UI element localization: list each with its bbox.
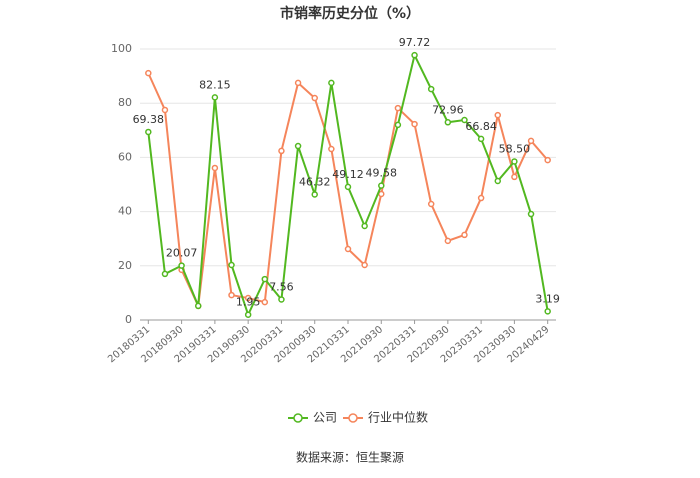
point — [527, 210, 535, 218]
point — [261, 275, 269, 283]
point — [228, 291, 235, 299]
point — [477, 194, 485, 202]
point — [511, 173, 518, 181]
point — [544, 156, 551, 164]
point — [194, 302, 202, 310]
point — [145, 128, 152, 136]
point — [211, 94, 219, 101]
point — [494, 111, 502, 119]
point — [328, 145, 335, 153]
point — [244, 294, 252, 302]
point — [211, 164, 219, 172]
point — [378, 182, 385, 189]
point — [178, 262, 185, 269]
point — [411, 120, 418, 128]
point — [328, 79, 335, 87]
point — [161, 106, 169, 114]
legend-label: 公司 — [313, 411, 337, 425]
point — [527, 137, 535, 145]
data-label: 20.07 — [166, 247, 198, 260]
point — [261, 298, 269, 306]
point — [311, 191, 318, 198]
point — [294, 79, 302, 87]
y-tick-label: 40 — [118, 205, 132, 218]
point — [394, 121, 402, 129]
point — [361, 261, 368, 269]
point — [244, 311, 252, 318]
y-tick-label: 0 — [125, 313, 132, 326]
point — [344, 183, 352, 191]
point — [427, 200, 435, 208]
data-label: 82.15 — [199, 78, 231, 91]
point — [477, 135, 485, 143]
data-label: 46.32 — [299, 175, 331, 188]
y-tick-label: 100 — [111, 42, 132, 55]
point — [444, 119, 452, 126]
data-label: 7.56 — [269, 281, 294, 294]
data-label: 72.96 — [432, 103, 464, 116]
point — [361, 222, 368, 230]
point — [461, 116, 468, 124]
point — [444, 237, 452, 245]
point — [494, 177, 502, 185]
data-label: 3.19 — [535, 292, 560, 305]
data-label: 69.38 — [133, 113, 165, 126]
y-tick-label: 60 — [118, 150, 132, 163]
data-label: 1.95 — [236, 296, 261, 309]
point — [411, 51, 418, 59]
data-label: 49.12 — [332, 168, 364, 181]
point — [161, 270, 169, 278]
data-label: 66.84 — [465, 120, 497, 133]
data-label: 49.58 — [366, 167, 398, 180]
point — [461, 231, 468, 239]
point — [544, 308, 551, 315]
point — [278, 147, 285, 155]
point — [344, 245, 352, 253]
legend-marker — [293, 413, 303, 423]
data-label: 97.72 — [399, 36, 431, 49]
point — [427, 85, 435, 93]
point — [311, 94, 318, 102]
point — [394, 104, 402, 112]
chart-title: 市销率历史分位（%） — [280, 5, 420, 22]
data-label: 58.50 — [499, 142, 531, 155]
legend-marker — [348, 413, 358, 423]
y-tick-label: 80 — [118, 96, 132, 109]
point — [145, 69, 152, 77]
point — [511, 158, 518, 165]
point — [228, 261, 235, 269]
source: 数据来源：恒生聚源 — [296, 450, 404, 465]
y-tick-label: 20 — [118, 259, 132, 272]
legend-label: 行业中位数 — [368, 410, 428, 425]
point — [294, 142, 302, 150]
point — [278, 296, 285, 303]
